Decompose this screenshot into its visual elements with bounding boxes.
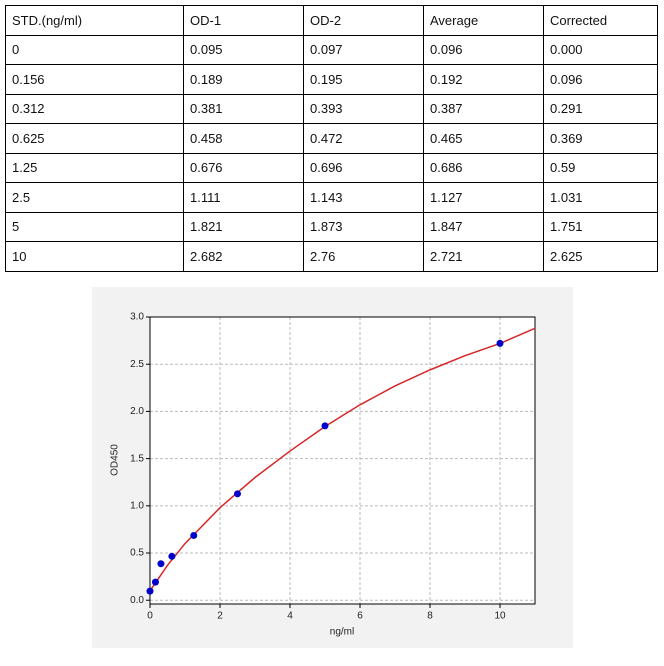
table-row: STD.(ng/ml) OD-1 OD-2 Average Corrected — [5, 5, 658, 36]
data-point — [321, 422, 329, 430]
table-cell: 0.312 — [5, 93, 184, 124]
table-cell: 0.097 — [303, 34, 424, 65]
table-cell: 1.751 — [543, 211, 658, 242]
y-axis-label: OD450 — [110, 444, 121, 476]
table-cell: 0.291 — [543, 93, 658, 124]
table-cell: 0.095 — [183, 34, 304, 65]
data-point — [496, 339, 504, 347]
table-cell: OD-1 — [183, 5, 304, 36]
table-cell: 0.465 — [423, 123, 544, 154]
table-cell: 2.625 — [543, 241, 658, 272]
table-cell: 1.143 — [303, 182, 424, 213]
table-cell: 2.682 — [183, 241, 304, 272]
table-cell: 0.156 — [5, 64, 184, 95]
y-tick-label: 2.0 — [130, 406, 144, 417]
table-cell: 5 — [5, 211, 184, 242]
table-cell: 0.000 — [543, 34, 658, 65]
table-cell: 2.721 — [423, 241, 544, 272]
x-axis-label: ng/ml — [330, 627, 354, 638]
table-cell: OD-2 — [303, 5, 424, 36]
table-cell: 0.195 — [303, 64, 424, 95]
x-tick-label: 4 — [287, 611, 293, 622]
table-row: 2.5 1.111 1.143 1.127 1.031 — [5, 182, 658, 213]
table-cell: 0.472 — [303, 123, 424, 154]
table-cell: 0.59 — [543, 152, 658, 183]
table-cell: 0.369 — [543, 123, 658, 154]
table-cell: 1.873 — [303, 211, 424, 242]
table-cell: 0.625 — [5, 123, 184, 154]
y-tick-label: 0.5 — [130, 548, 144, 559]
table-cell: 0.387 — [423, 93, 544, 124]
x-tick-label: 6 — [357, 611, 363, 622]
x-tick-label: 8 — [427, 611, 433, 622]
data-point — [157, 560, 165, 568]
table-cell: 1.127 — [423, 182, 544, 213]
table-cell: 2.5 — [5, 182, 184, 213]
table-cell: 0.192 — [423, 64, 544, 95]
table-cell: Corrected — [543, 5, 658, 36]
plot-area — [150, 317, 535, 604]
data-point — [190, 531, 198, 539]
y-tick-label: 0.0 — [130, 595, 144, 606]
y-tick-label: 1.0 — [130, 500, 144, 511]
table-cell: STD.(ng/ml) — [5, 5, 184, 36]
table-row: 0.156 0.189 0.195 0.192 0.096 — [5, 64, 658, 95]
fit-curve — [149, 327, 536, 592]
data-point — [168, 552, 176, 560]
data-point — [234, 490, 241, 498]
data-point — [146, 587, 154, 595]
table-cell: 2.76 — [303, 241, 424, 272]
table-cell: 0.381 — [183, 93, 304, 124]
data-table: STD.(ng/ml) OD-1 OD-2 Average Corrected 0 0.09… — [5, 5, 658, 272]
table-cell: 0.458 — [183, 123, 304, 154]
y-tick-label: 2.5 — [130, 359, 144, 370]
table-cell: 0.096 — [543, 64, 658, 95]
x-tick-label: 10 — [494, 611, 506, 622]
table-cell: 0.393 — [303, 93, 424, 124]
table-cell: 1.821 — [183, 211, 304, 242]
table-cell: 0.686 — [423, 152, 544, 183]
data-point — [151, 578, 159, 586]
y-tick-label: 3.0 — [130, 312, 144, 323]
table-cell: 0.696 — [303, 152, 424, 183]
table-cell: 0 — [5, 34, 184, 65]
x-tick-label: 2 — [217, 611, 223, 622]
table-cell: 1.111 — [183, 182, 304, 213]
table-cell: 1.847 — [423, 211, 544, 242]
x-tick-label: 0 — [147, 611, 153, 622]
axes-frame — [149, 316, 536, 605]
table-cell: 0.096 — [423, 34, 544, 65]
table-cell: 0.676 — [183, 152, 304, 183]
table-row: 1.25 0.676 0.696 0.686 0.59 — [5, 152, 658, 183]
table-row: 0.312 0.381 0.393 0.387 0.291 — [5, 93, 658, 124]
table-row: 5 1.821 1.873 1.847 1.751 — [5, 211, 658, 242]
table-cell: 1.25 — [5, 152, 184, 183]
table-row: 0 0.095 0.097 0.096 0.000 — [5, 34, 658, 65]
chart-background — [92, 287, 573, 648]
table-cell: 0.189 — [183, 64, 304, 95]
y-tick-label: 1.5 — [130, 453, 144, 464]
table-row: 10 2.682 2.76 2.721 2.625 — [5, 241, 658, 272]
table-row: 0.625 0.458 0.472 0.465 0.369 — [5, 123, 658, 154]
table-cell: 1.031 — [543, 182, 658, 213]
table-cell: 10 — [5, 241, 184, 272]
table-cell: Average — [423, 5, 544, 36]
